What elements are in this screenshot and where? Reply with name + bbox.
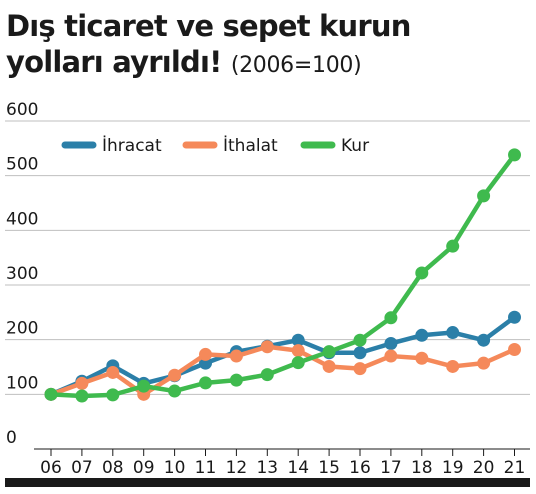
- data-point-1-12: [229, 349, 243, 363]
- data-point-1-14: [291, 344, 305, 358]
- chart-subtitle: (2006=100): [230, 53, 362, 78]
- x-tick-label-17: 17: [380, 458, 402, 478]
- x-tick-label-06: 06: [40, 458, 62, 478]
- legend-label-1: İthalat: [223, 135, 278, 156]
- data-point-2-20: [477, 189, 491, 203]
- x-tick-label-12: 12: [226, 458, 248, 478]
- data-point-2-15: [322, 345, 336, 359]
- data-point-0-20: [477, 333, 491, 347]
- data-point-0-14: [291, 333, 305, 347]
- data-point-2-09: [137, 379, 151, 393]
- data-point-1-11: [199, 347, 212, 361]
- x-tick-label-11: 11: [195, 458, 217, 478]
- data-point-1-13: [260, 340, 274, 354]
- series-line-1: [48, 344, 517, 397]
- data-point-1-20: [477, 356, 491, 370]
- data-point-2-07: [75, 389, 89, 403]
- y-tick-label-300: 300: [6, 264, 38, 284]
- y-tick-label-400: 400: [6, 209, 38, 229]
- data-point-2-14: [291, 356, 305, 370]
- data-point-0-17: [384, 336, 398, 350]
- data-point-2-21: [508, 148, 521, 162]
- x-tick-label-20: 20: [473, 458, 495, 478]
- series-line-0: [48, 314, 517, 397]
- chart-title: Dış ticaret ve sepet kurun yolları ayrıl…: [6, 8, 411, 84]
- data-point-2-16: [353, 333, 367, 347]
- data-point-1-17: [384, 349, 398, 363]
- y-tick-label-500: 500: [6, 155, 38, 175]
- data-point-0-21: [508, 310, 521, 324]
- series-line-2: [48, 152, 517, 399]
- title-line-2: yolları ayrıldı!: [6, 45, 222, 79]
- data-point-2-19: [446, 239, 460, 253]
- data-point-1-19: [446, 359, 460, 373]
- x-tick-label-10: 10: [164, 458, 186, 478]
- data-point-0-18: [415, 328, 429, 342]
- y-tick-label-0: 0: [6, 428, 17, 448]
- data-point-1-10: [168, 368, 182, 382]
- data-point-1-18: [415, 351, 429, 365]
- data-point-2-06: [44, 387, 58, 401]
- x-tick-label-15: 15: [318, 458, 340, 478]
- series-2: [44, 148, 521, 403]
- data-point-2-12: [229, 373, 243, 387]
- series-group: [44, 148, 521, 403]
- data-point-0-16: [353, 346, 367, 360]
- x-tick-label-09: 09: [133, 458, 155, 478]
- x-tick-label-13: 13: [256, 458, 278, 478]
- data-point-2-13: [260, 368, 274, 382]
- legend-label-2: Kur: [341, 136, 369, 156]
- x-tick-label-14: 14: [287, 458, 309, 478]
- y-axis-ticks: 0 100 200 300 400 500 600: [6, 100, 38, 448]
- data-point-2-08: [106, 388, 120, 402]
- legend: İhracat İthalat Kur: [61, 135, 369, 156]
- data-point-0-19: [446, 326, 460, 340]
- y-tick-label-200: 200: [6, 319, 38, 339]
- data-point-1-08: [106, 365, 120, 379]
- x-tick-label-08: 08: [102, 458, 124, 478]
- data-point-2-10: [168, 384, 182, 398]
- grid-lines: [5, 120, 530, 395]
- data-point-2-11: [199, 376, 212, 390]
- data-point-2-18: [415, 266, 429, 280]
- x-tick-label-18: 18: [411, 458, 433, 478]
- y-tick-label-100: 100: [6, 373, 38, 393]
- y-tick-label-600: 600: [6, 100, 38, 120]
- x-tick-label-21: 21: [504, 458, 526, 478]
- data-point-1-21: [508, 343, 521, 357]
- legend-label-0: İhracat: [102, 135, 162, 156]
- data-point-1-16: [353, 362, 367, 376]
- x-axis-bar: [5, 478, 530, 487]
- x-tick-label-19: 19: [442, 458, 464, 478]
- x-tick-label-16: 16: [349, 458, 371, 478]
- data-point-2-17: [384, 311, 398, 325]
- x-tick-label-07: 07: [71, 458, 93, 478]
- series-0: [44, 310, 521, 401]
- x-axis: 06 07 08 09 10 11 12 13 14 15 16 17 18 19 20 21: [5, 448, 530, 487]
- data-point-1-15: [322, 359, 336, 373]
- title-line-1: Dış ticaret ve sepet kurun: [6, 9, 411, 43]
- data-point-1-07: [75, 376, 89, 390]
